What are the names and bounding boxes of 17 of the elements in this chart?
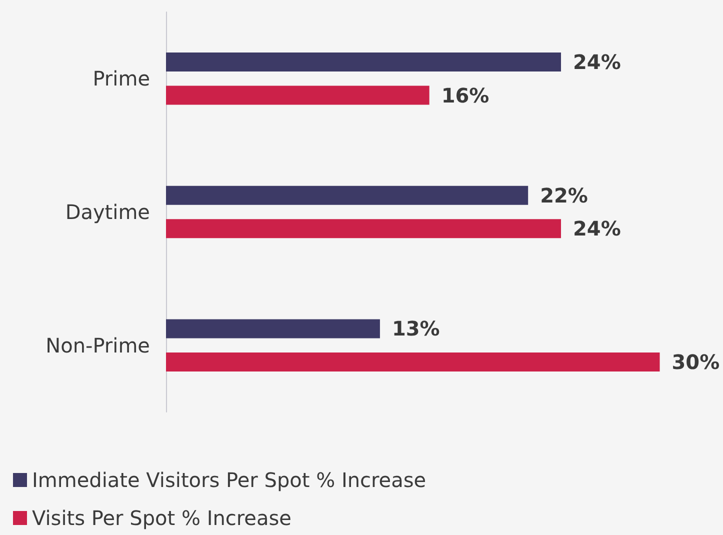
data-label: 22% (540, 183, 588, 208)
bar (166, 219, 561, 238)
data-label: 16% (441, 83, 490, 108)
bar (166, 52, 561, 72)
data-label: 30% (672, 350, 720, 374)
bar (166, 352, 660, 372)
y-tick-label: Non-Prime (46, 333, 150, 358)
data-label: 24% (573, 50, 621, 74)
bar (166, 186, 528, 205)
legend-label: Visits Per Spot % Increase (32, 506, 292, 530)
legend-label: Immediate Visitors Per Spot % Increase (32, 468, 426, 492)
bar (166, 86, 430, 105)
y-tick-label: Prime (92, 66, 150, 91)
y-tick-label: Daytime (65, 200, 150, 224)
data-label: 13% (392, 316, 440, 341)
bar (166, 319, 380, 338)
data-label: 24% (573, 216, 621, 241)
